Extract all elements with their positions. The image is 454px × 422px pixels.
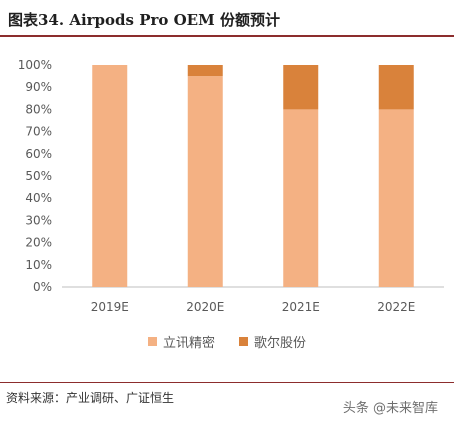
legend-item: 歌尔股份 bbox=[239, 332, 306, 351]
bar-2022E-series-1 bbox=[378, 65, 414, 110]
source-note: 资料来源：产业调研、广证恒生 bbox=[6, 391, 175, 405]
bar-2022E-series-0 bbox=[378, 109, 414, 288]
stacked-bar-chart: 0% 10% 20% 30% 40% 50% 60% 70% 80% 90% 100% 2019E 20… bbox=[18, 58, 444, 314]
y-tick-label: 40% bbox=[25, 191, 52, 205]
x-tick-label: 2021E bbox=[282, 300, 320, 314]
y-tick-label: 30% bbox=[25, 213, 52, 227]
y-tick-label: 70% bbox=[25, 125, 52, 139]
y-tick-label: 0% bbox=[33, 280, 52, 294]
bar-2021E-series-1 bbox=[283, 65, 319, 110]
y-tick-label: 50% bbox=[25, 169, 52, 183]
y-tick-label: 80% bbox=[25, 102, 52, 116]
watermark: 头条 @未来智库 bbox=[343, 397, 438, 416]
chart-title: 图表34. Airpods Pro OEM 份额预计 bbox=[8, 11, 280, 29]
x-tick-label: 2022E bbox=[377, 300, 415, 314]
title-divider bbox=[0, 35, 454, 37]
y-tick-label: 100% bbox=[18, 58, 52, 72]
legend-label: 立讯精密 bbox=[162, 336, 215, 351]
legend-item: 立讯精密 bbox=[147, 332, 215, 351]
bar-2019E-series-0 bbox=[92, 65, 128, 287]
bar-2020E-series-0 bbox=[187, 76, 223, 287]
bar-2021E-series-0 bbox=[283, 109, 319, 288]
y-tick-label: 60% bbox=[25, 147, 52, 161]
y-tick-label: 90% bbox=[25, 80, 52, 94]
footer-divider bbox=[0, 382, 454, 383]
bar-2020E-series-1 bbox=[187, 65, 223, 77]
x-tick-label: 2020E bbox=[186, 300, 224, 314]
legend-swatch bbox=[239, 337, 248, 346]
legend-label: 歌尔股份 bbox=[254, 336, 307, 351]
legend-swatch bbox=[147, 337, 157, 346]
x-tick-label: 2019E bbox=[91, 300, 129, 314]
chart-legend: 立讯精密 歌尔股份 bbox=[0, 332, 454, 351]
y-tick-label: 20% bbox=[25, 236, 52, 250]
y-tick-label: 10% bbox=[25, 258, 52, 272]
watermark-text: 头条 @未来智库 bbox=[342, 401, 438, 416]
